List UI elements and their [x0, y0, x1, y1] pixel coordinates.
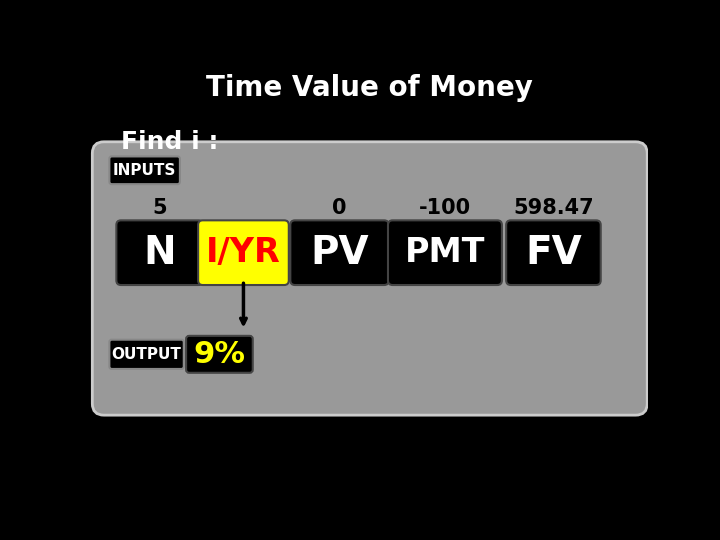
- Text: FV: FV: [525, 234, 582, 272]
- Text: 5: 5: [153, 198, 167, 218]
- Text: 0: 0: [333, 198, 347, 218]
- FancyBboxPatch shape: [388, 220, 502, 285]
- FancyBboxPatch shape: [186, 336, 253, 373]
- Text: 9%: 9%: [194, 340, 246, 369]
- FancyBboxPatch shape: [290, 220, 389, 285]
- Text: Time Value of Money: Time Value of Money: [206, 74, 532, 102]
- Text: Find i :: Find i :: [121, 130, 218, 154]
- Text: INPUTS: INPUTS: [113, 163, 176, 178]
- Text: PV: PV: [310, 234, 369, 272]
- FancyBboxPatch shape: [92, 142, 647, 415]
- Text: 598.47: 598.47: [513, 198, 594, 218]
- Text: I/YR: I/YR: [206, 236, 281, 269]
- Text: N: N: [143, 234, 176, 272]
- FancyBboxPatch shape: [506, 220, 600, 285]
- FancyBboxPatch shape: [109, 157, 180, 184]
- FancyBboxPatch shape: [117, 220, 203, 285]
- FancyBboxPatch shape: [198, 220, 289, 285]
- FancyBboxPatch shape: [109, 340, 184, 369]
- Text: -100: -100: [419, 198, 471, 218]
- Text: OUTPUT: OUTPUT: [112, 347, 181, 362]
- Text: PMT: PMT: [405, 236, 485, 269]
